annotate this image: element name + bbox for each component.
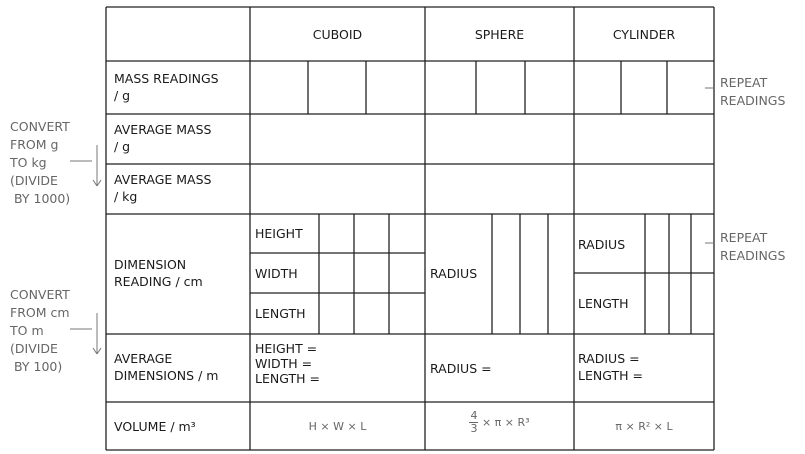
down-arrow-icon — [92, 347, 98, 355]
repeat-readings-note: REPEAT READINGS — [720, 229, 785, 265]
sphere-avg-dimensions: RADIUS = — [430, 361, 492, 376]
label-line: / g — [114, 88, 131, 103]
note-line: REPEAT — [720, 75, 768, 90]
avg-line: LENGTH = — [578, 368, 643, 383]
note-line: FROM g — [10, 137, 59, 152]
note-line: READINGS — [720, 93, 786, 108]
note-line: CONVERT — [10, 119, 70, 134]
convert-mass-note: CONVERT FROM g TO kg (DIVIDE BY 1000) — [10, 118, 70, 208]
down-arrow-icon — [96, 347, 102, 355]
row-label-volume: VOLUME / m³ — [114, 419, 196, 434]
cuboid-width-label: WIDTH — [255, 266, 298, 281]
label-line: AVERAGE MASS — [114, 122, 212, 137]
row-label-dimension-reading: DIMENSION READING / cm — [114, 256, 203, 290]
note-line: BY 1000) — [14, 191, 71, 206]
note-line: BY 100) — [14, 359, 63, 374]
formula-rest: × π × R³ — [481, 416, 530, 429]
note-line: CONVERT — [10, 287, 70, 302]
row-label-avg-dimensions: AVERAGE DIMENSIONS / m — [114, 350, 218, 384]
note-line: REPEAT — [720, 230, 768, 245]
label-line: AVERAGE MASS — [114, 172, 212, 187]
down-arrow-icon — [96, 179, 102, 187]
down-arrow-icon — [92, 179, 98, 187]
cylinder-radius-label: RADIUS — [578, 237, 626, 252]
note-line: FROM cm — [10, 305, 70, 320]
convert-length-note: CONVERT FROM cm TO m (DIVIDE BY 100) — [10, 286, 70, 376]
header-cylinder: CYLINDER — [612, 27, 676, 42]
numerator: 4 — [469, 409, 479, 423]
cylinder-length-label: LENGTH — [578, 296, 629, 311]
label-line: READING / cm — [114, 274, 203, 289]
note-line: (DIVIDE — [10, 173, 58, 188]
cuboid-length-label: LENGTH — [255, 306, 306, 321]
label-line: AVERAGE — [114, 351, 173, 366]
label-line: DIMENSIONS / m — [114, 368, 219, 383]
cylinder-volume-formula: π × R² × L — [615, 420, 673, 433]
row-label-mass-readings: MASS READINGS / g — [114, 70, 219, 104]
repeat-readings-note: REPEAT READINGS — [720, 74, 785, 110]
header-sphere: SPHERE — [474, 27, 525, 42]
note-line: TO kg — [10, 155, 47, 170]
note-line: TO m — [10, 323, 44, 338]
avg-line: HEIGHT = — [255, 341, 318, 356]
row-label-avg-mass-kg: AVERAGE MASS / kg — [114, 171, 211, 205]
header-cuboid: CUBOID — [312, 27, 363, 42]
avg-line: RADIUS = — [578, 351, 640, 366]
cylinder-avg-dimensions: RADIUS = LENGTH = — [578, 350, 643, 384]
denominator: 3 — [470, 422, 478, 435]
label-line: / kg — [114, 189, 138, 204]
avg-line: LENGTH = — [255, 371, 320, 386]
cuboid-volume-formula: H × W × L — [308, 420, 367, 433]
note-line: READINGS — [720, 248, 786, 263]
cuboid-height-label: HEIGHT — [255, 226, 303, 241]
avg-line: WIDTH = — [255, 356, 313, 371]
row-label-avg-mass-g: AVERAGE MASS / g — [114, 121, 211, 155]
label-line: DIMENSION — [114, 257, 187, 272]
note-line: (DIVIDE — [10, 341, 58, 356]
sphere-radius-label: RADIUS — [430, 266, 478, 281]
label-line: / g — [114, 139, 131, 154]
cuboid-avg-dimensions: HEIGHT = WIDTH = LENGTH = — [255, 341, 320, 386]
label-line: MASS READINGS — [114, 71, 219, 86]
